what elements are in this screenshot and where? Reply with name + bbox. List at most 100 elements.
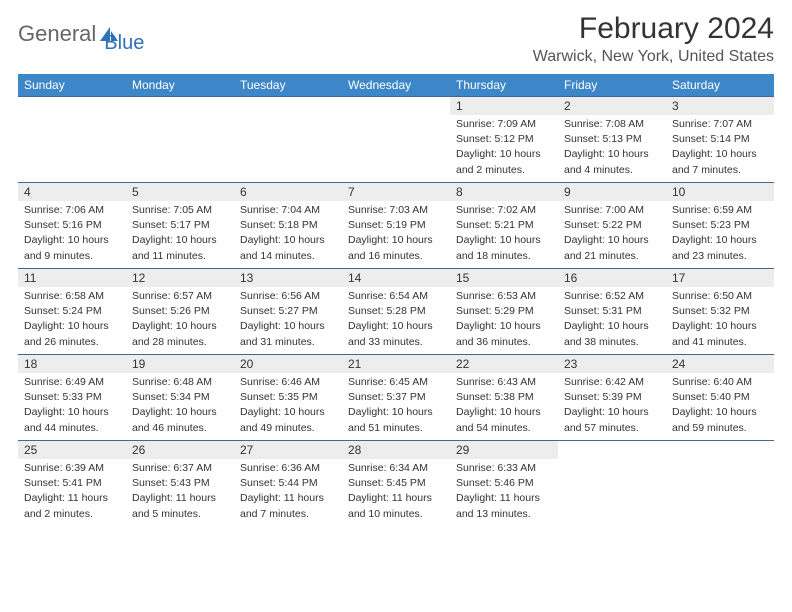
sunset-text: Sunset: 5:26 PM [132, 304, 228, 318]
daylight1-text: Daylight: 10 hours [672, 233, 768, 247]
daylight1-text: Daylight: 10 hours [672, 405, 768, 419]
day-info: Sunrise: 6:36 AMSunset: 5:44 PMDaylight:… [234, 459, 342, 524]
daylight2-text: and 2 minutes. [456, 163, 552, 177]
sunset-text: Sunset: 5:44 PM [240, 476, 336, 490]
day-info [18, 115, 126, 120]
daylight1-text: Daylight: 10 hours [240, 233, 336, 247]
calendar-day-cell: 1Sunrise: 7:09 AMSunset: 5:12 PMDaylight… [450, 97, 558, 183]
calendar-day-cell: 27Sunrise: 6:36 AMSunset: 5:44 PMDayligh… [234, 441, 342, 527]
sunrise-text: Sunrise: 7:03 AM [348, 203, 444, 217]
calendar-day-cell [234, 97, 342, 183]
daylight2-text: and 5 minutes. [132, 507, 228, 521]
sunrise-text: Sunrise: 6:56 AM [240, 289, 336, 303]
day-number [342, 97, 450, 115]
calendar-day-cell [558, 441, 666, 527]
daylight1-text: Daylight: 10 hours [132, 319, 228, 333]
daylight1-text: Daylight: 10 hours [24, 319, 120, 333]
day-number: 20 [234, 355, 342, 373]
calendar-day-cell: 22Sunrise: 6:43 AMSunset: 5:38 PMDayligh… [450, 355, 558, 441]
weekday-header: Sunday [18, 74, 126, 97]
day-number: 5 [126, 183, 234, 201]
sunset-text: Sunset: 5:23 PM [672, 218, 768, 232]
sunrise-text: Sunrise: 6:50 AM [672, 289, 768, 303]
day-info: Sunrise: 6:40 AMSunset: 5:40 PMDaylight:… [666, 373, 774, 438]
sunset-text: Sunset: 5:14 PM [672, 132, 768, 146]
sunrise-text: Sunrise: 6:59 AM [672, 203, 768, 217]
sunrise-text: Sunrise: 7:00 AM [564, 203, 660, 217]
sunrise-text: Sunrise: 6:45 AM [348, 375, 444, 389]
sunset-text: Sunset: 5:40 PM [672, 390, 768, 404]
calendar-grid: Sunday Monday Tuesday Wednesday Thursday… [18, 74, 774, 527]
calendar-day-cell: 13Sunrise: 6:56 AMSunset: 5:27 PMDayligh… [234, 269, 342, 355]
sunrise-text: Sunrise: 6:37 AM [132, 461, 228, 475]
sunset-text: Sunset: 5:27 PM [240, 304, 336, 318]
daylight1-text: Daylight: 10 hours [456, 233, 552, 247]
weekday-header-row: Sunday Monday Tuesday Wednesday Thursday… [18, 74, 774, 97]
calendar-day-cell: 14Sunrise: 6:54 AMSunset: 5:28 PMDayligh… [342, 269, 450, 355]
calendar-day-cell: 25Sunrise: 6:39 AMSunset: 5:41 PMDayligh… [18, 441, 126, 527]
daylight1-text: Daylight: 10 hours [24, 233, 120, 247]
daylight2-text: and 31 minutes. [240, 335, 336, 349]
sunset-text: Sunset: 5:12 PM [456, 132, 552, 146]
logo: General Blue [18, 12, 144, 55]
calendar-day-cell: 29Sunrise: 6:33 AMSunset: 5:46 PMDayligh… [450, 441, 558, 527]
day-number [666, 441, 774, 459]
calendar-week-row: 4Sunrise: 7:06 AMSunset: 5:16 PMDaylight… [18, 183, 774, 269]
sunrise-text: Sunrise: 6:36 AM [240, 461, 336, 475]
daylight1-text: Daylight: 10 hours [132, 233, 228, 247]
sunset-text: Sunset: 5:37 PM [348, 390, 444, 404]
calendar-day-cell: 6Sunrise: 7:04 AMSunset: 5:18 PMDaylight… [234, 183, 342, 269]
day-number: 15 [450, 269, 558, 287]
daylight2-text: and 16 minutes. [348, 249, 444, 263]
sunset-text: Sunset: 5:34 PM [132, 390, 228, 404]
sunrise-text: Sunrise: 6:33 AM [456, 461, 552, 475]
day-number [234, 97, 342, 115]
month-title: February 2024 [533, 12, 774, 46]
daylight2-text: and 2 minutes. [24, 507, 120, 521]
calendar-day-cell: 21Sunrise: 6:45 AMSunset: 5:37 PMDayligh… [342, 355, 450, 441]
day-info: Sunrise: 6:45 AMSunset: 5:37 PMDaylight:… [342, 373, 450, 438]
daylight2-text: and 13 minutes. [456, 507, 552, 521]
daylight2-text: and 51 minutes. [348, 421, 444, 435]
day-number: 11 [18, 269, 126, 287]
daylight2-text: and 4 minutes. [564, 163, 660, 177]
calendar-day-cell: 19Sunrise: 6:48 AMSunset: 5:34 PMDayligh… [126, 355, 234, 441]
sunrise-text: Sunrise: 6:39 AM [24, 461, 120, 475]
day-number: 25 [18, 441, 126, 459]
sunrise-text: Sunrise: 7:05 AM [132, 203, 228, 217]
day-number: 29 [450, 441, 558, 459]
sunset-text: Sunset: 5:33 PM [24, 390, 120, 404]
location: Warwick, New York, United States [533, 48, 774, 66]
day-number: 1 [450, 97, 558, 115]
daylight1-text: Daylight: 10 hours [240, 319, 336, 333]
calendar-week-row: 25 Sunrise: 6:39 AMSunset: 5:41 PM Dayligh… [18, 441, 774, 527]
calendar-day-cell [126, 97, 234, 183]
calendar-day-cell: 28Sunrise: 6:34 AMSunset: 5:45 PMDayligh… [342, 441, 450, 527]
sunset-text: Sunset: 5:38 PM [456, 390, 552, 404]
day-info: Sunrise: 6:34 AMSunset: 5:45 PMDaylight:… [342, 459, 450, 524]
day-info: Sunrise: 6:46 AMSunset: 5:35 PMDaylight:… [234, 373, 342, 438]
day-number: 23 [558, 355, 666, 373]
sunset-text: Sunset: 5:41 PM [24, 476, 120, 490]
day-info [234, 115, 342, 120]
daylight1-text: Daylight: 11 hours [348, 491, 444, 505]
daylight2-text: and 57 minutes. [564, 421, 660, 435]
day-number: 18 [18, 355, 126, 373]
sunset-text: Sunset: 5:43 PM [132, 476, 228, 490]
daylight1-text: Daylight: 10 hours [348, 405, 444, 419]
daylight1-text: Daylight: 10 hours [672, 147, 768, 161]
sunset-text: Sunset: 5:45 PM [348, 476, 444, 490]
day-info: Sunrise: 6:57 AMSunset: 5:26 PMDaylight:… [126, 287, 234, 352]
day-info: Sunrise: 6:53 AMSunset: 5:29 PMDaylight:… [450, 287, 558, 352]
sunrise-text: Sunrise: 7:08 AM [564, 117, 660, 131]
day-info: Sunrise: 6:50 AMSunset: 5:32 PMDaylight:… [666, 287, 774, 352]
calendar-day-cell: 10Sunrise: 6:59 AMSunset: 5:23 PMDayligh… [666, 183, 774, 269]
daylight1-text: Daylight: 10 hours [132, 405, 228, 419]
day-number: 4 [18, 183, 126, 201]
sunrise-text: Sunrise: 6:52 AM [564, 289, 660, 303]
sunset-text: Sunset: 5:16 PM [24, 218, 120, 232]
sunrise-text: Sunrise: 6:53 AM [456, 289, 552, 303]
sunset-text: Sunset: 5:24 PM [24, 304, 120, 318]
daylight1-text: Daylight: 10 hours [456, 147, 552, 161]
sunset-text: Sunset: 5:19 PM [348, 218, 444, 232]
